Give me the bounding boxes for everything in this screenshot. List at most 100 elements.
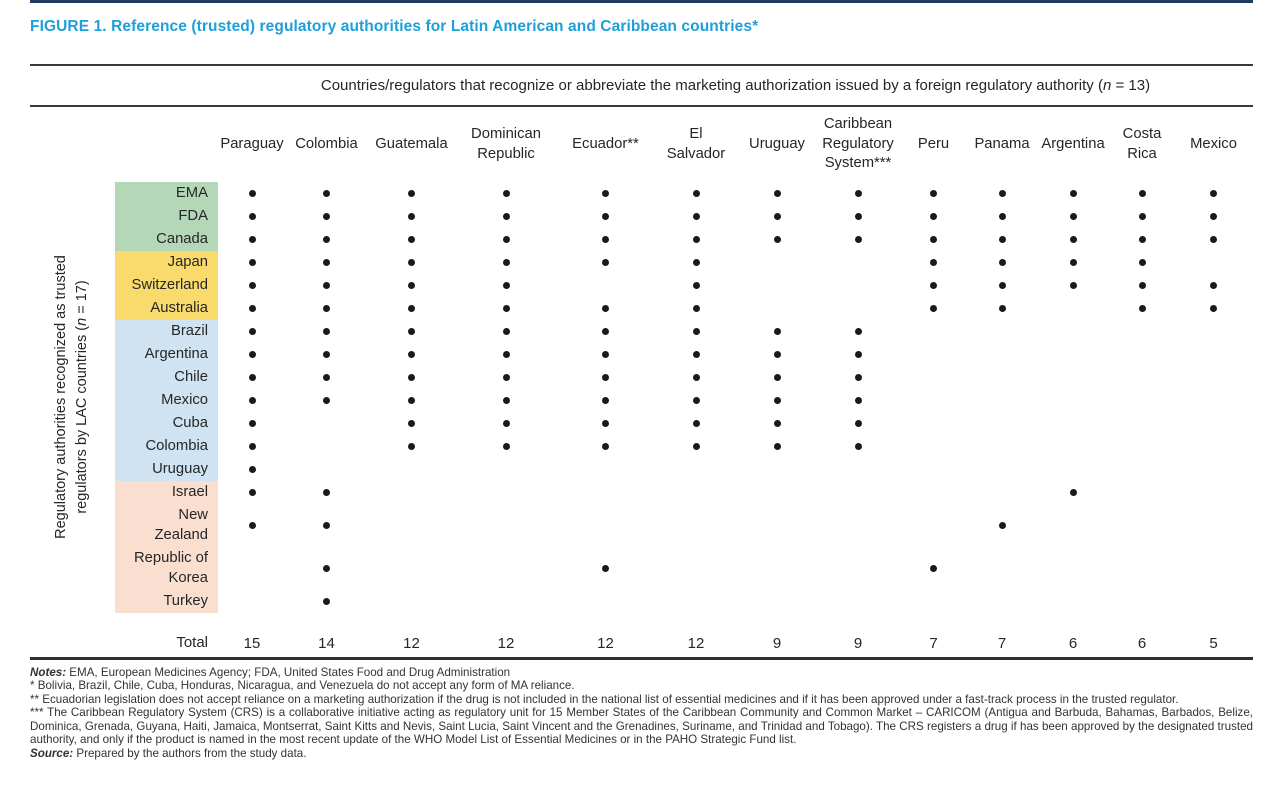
- dot-cell: [367, 481, 456, 504]
- footnote-lead: Source:: [30, 747, 74, 761]
- dot-marker: [408, 236, 415, 243]
- dot-cell: [218, 547, 286, 590]
- total-value: 7: [997, 634, 1007, 652]
- total-value: 14: [318, 634, 335, 652]
- dot-cell: [737, 297, 817, 320]
- dot-cell: [968, 547, 1036, 590]
- dot-cell: [899, 228, 968, 251]
- dot-cell: [655, 274, 737, 297]
- dot-cell: [1174, 297, 1253, 320]
- dot-marker: [692, 282, 700, 289]
- column-header: Guatemala: [375, 135, 448, 152]
- dot-cell: [367, 297, 456, 320]
- dot-marker: [692, 259, 700, 266]
- dot-cell: [655, 297, 737, 320]
- dot-cell: [737, 389, 817, 412]
- dot-marker: [930, 282, 937, 289]
- dot-cell: [286, 435, 367, 458]
- dot-marker: [408, 351, 415, 358]
- dot-marker: [602, 351, 609, 358]
- dot-marker: [773, 420, 781, 427]
- dot-marker: [602, 236, 609, 243]
- dot-cell: [367, 389, 456, 412]
- table-row: Colombia: [115, 435, 1253, 458]
- total-value: 12: [687, 634, 705, 652]
- dot-cell: [968, 435, 1036, 458]
- dot-marker: [692, 374, 700, 381]
- dot-cell: [556, 343, 655, 366]
- dot-cell: [286, 590, 367, 613]
- dot-cell: [655, 205, 737, 228]
- dot-cell: [367, 590, 456, 613]
- total-value: 5: [1209, 634, 1218, 652]
- row-label: Cuba: [115, 412, 218, 435]
- dot-marker: [602, 259, 609, 266]
- footnote-line: Notes: EMA, European Medicines Agency; F…: [30, 665, 511, 679]
- dot-marker: [930, 259, 937, 266]
- dot-cell: [1174, 481, 1253, 504]
- dot-cell: [1174, 366, 1253, 389]
- dot-marker: [773, 443, 781, 450]
- dot-marker: [248, 305, 256, 312]
- dot-cell: [817, 366, 899, 389]
- row-label: Canada: [115, 228, 218, 251]
- dot-marker: [502, 420, 510, 427]
- dot-cell: [367, 182, 456, 205]
- dot-marker: [1210, 305, 1217, 312]
- total-value: 12: [497, 634, 515, 652]
- dot-cell: [817, 297, 899, 320]
- dot-cell: [456, 435, 556, 458]
- dot-marker: [1138, 305, 1146, 312]
- dot-cell: [286, 297, 367, 320]
- dot-cell: [1036, 343, 1110, 366]
- dot-cell: [556, 320, 655, 343]
- dot-cell: [367, 320, 456, 343]
- dot-cell: [556, 366, 655, 389]
- dot-marker: [323, 397, 330, 404]
- dot-marker: [1069, 236, 1077, 243]
- dot-cell: [968, 343, 1036, 366]
- dot-marker: [408, 305, 415, 312]
- dot-cell: [737, 547, 817, 590]
- dot-marker: [1210, 282, 1217, 289]
- dot-cell: [367, 547, 456, 590]
- dot-cell: [655, 412, 737, 435]
- column-header: Costa Rica: [1122, 125, 1162, 162]
- dot-cell: [899, 412, 968, 435]
- dot-cell: [456, 251, 556, 274]
- dot-cell: [737, 590, 817, 613]
- dot-cell: [556, 435, 655, 458]
- dot-cell: [817, 435, 899, 458]
- column-header: Caribbean Regulatory System***: [822, 115, 894, 172]
- dot-cell: [968, 412, 1036, 435]
- dot-cell: [655, 366, 737, 389]
- dot-cell: [899, 389, 968, 412]
- footnote-line: ** Ecuadorian legislation does not accep…: [30, 692, 1179, 706]
- dot-marker: [998, 282, 1006, 289]
- dot-cell: [1174, 435, 1253, 458]
- dot-marker: [408, 259, 415, 266]
- dot-cell: [968, 590, 1036, 613]
- dot-cell: [367, 274, 456, 297]
- dot-cell: [737, 274, 817, 297]
- dot-cell: [456, 320, 556, 343]
- dot-cell: [218, 251, 286, 274]
- dot-marker: [502, 443, 510, 450]
- dot-marker: [930, 190, 937, 197]
- table-row: Mexico: [115, 389, 1253, 412]
- dot-cell: [367, 458, 456, 481]
- dot-cell: [655, 547, 737, 590]
- dot-cell: [899, 297, 968, 320]
- dot-marker: [323, 351, 330, 358]
- dot-cell: [286, 182, 367, 205]
- dot-marker: [248, 236, 256, 243]
- dot-cell: [655, 228, 737, 251]
- dot-cell: [1110, 251, 1174, 274]
- dot-cell: [1110, 366, 1174, 389]
- dot-cell: [286, 228, 367, 251]
- dot-marker: [602, 565, 609, 572]
- dot-cell: [367, 435, 456, 458]
- dot-marker: [998, 213, 1006, 220]
- column-header: Mexico: [1190, 135, 1237, 152]
- row-group-header: Regulatory authorities recognized as tru…: [53, 255, 90, 539]
